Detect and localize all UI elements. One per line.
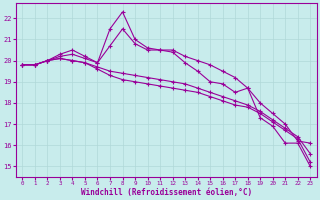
X-axis label: Windchill (Refroidissement éolien,°C): Windchill (Refroidissement éolien,°C)	[81, 188, 252, 197]
